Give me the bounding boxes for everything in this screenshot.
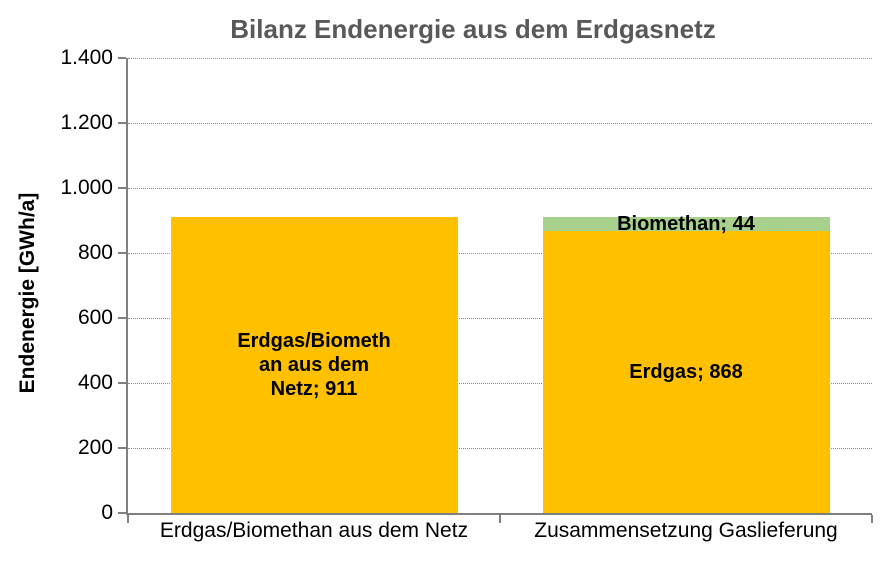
bar-data-label: Biomethan; 44 bbox=[617, 212, 755, 236]
gridline bbox=[128, 382, 872, 384]
bar-label-line: Netz; 911 bbox=[270, 377, 358, 400]
gridline bbox=[128, 187, 872, 189]
y-axis-title: Endenergie [GWh/a] bbox=[16, 192, 39, 394]
gridline bbox=[128, 122, 872, 124]
y-axis-tick-label: 400 bbox=[77, 371, 113, 394]
bar-segment: Biomethan; 44 bbox=[542, 213, 830, 235]
y-axis-tick bbox=[118, 187, 126, 189]
y-axis-tick bbox=[118, 317, 126, 319]
chart-title: Bilanz Endenergie aus dem Erdgasnetz bbox=[230, 14, 716, 44]
x-axis-category-label: Zusammensetzung Gaslieferung bbox=[534, 519, 838, 542]
y-axis-tick bbox=[118, 252, 126, 254]
y-axis-tick-label: 1.000 bbox=[60, 176, 113, 199]
y-axis-line bbox=[126, 58, 128, 513]
y-axis-tick-label: 200 bbox=[77, 436, 113, 459]
gridline bbox=[128, 57, 872, 59]
y-axis-tick-label: 0 bbox=[101, 501, 113, 524]
y-axis-tick-label: 1.400 bbox=[60, 46, 113, 69]
y-axis-tick bbox=[118, 57, 126, 59]
y-axis-tick-label: 600 bbox=[77, 306, 113, 329]
gridline bbox=[128, 317, 872, 319]
bar-segment: Erdgas/Biometh an aus dem Netz; 911 bbox=[170, 216, 458, 513]
y-axis-tick bbox=[118, 382, 126, 384]
x-axis-tick bbox=[127, 515, 129, 523]
gridline bbox=[128, 252, 872, 254]
x-axis-tick bbox=[499, 515, 501, 523]
bar-label-line: an aus dem bbox=[258, 353, 370, 376]
y-axis-tick bbox=[118, 447, 126, 449]
bar-segment: Erdgas; 868 bbox=[542, 230, 830, 513]
x-axis-tick bbox=[871, 515, 873, 523]
bar-data-label: Erdgas/Biometh an aus dem Netz; 911 bbox=[237, 329, 390, 401]
bar-data-label: Erdgas; 868 bbox=[629, 360, 742, 384]
plot-area: Erdgas/Biometh an aus dem Netz; 911 Erdgas;… bbox=[118, 57, 873, 523]
bar-label-line: Erdgas/Biometh bbox=[237, 329, 391, 352]
y-axis-tick-label: 800 bbox=[77, 241, 113, 264]
y-axis-tick bbox=[118, 512, 126, 514]
y-axis-tick bbox=[118, 122, 126, 124]
bar-label-line: Biomethan; 44 bbox=[617, 212, 755, 235]
gridline bbox=[128, 447, 872, 449]
y-axis-tick-label: 1.200 bbox=[60, 111, 113, 134]
x-axis-category-label: Erdgas/Biomethan aus dem Netz bbox=[159, 519, 469, 542]
x-axis-line bbox=[126, 513, 872, 515]
bar-label-line: Erdgas; 868 bbox=[629, 360, 743, 383]
